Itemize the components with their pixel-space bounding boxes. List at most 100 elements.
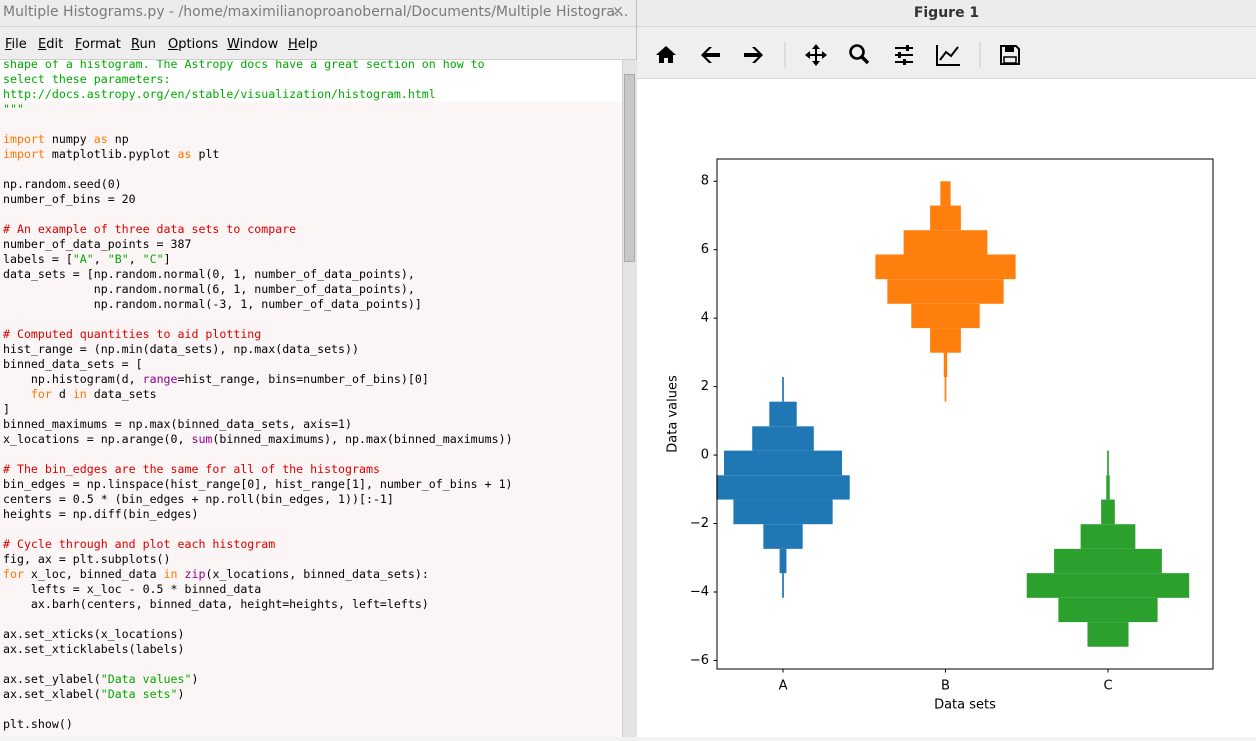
histogram-bar (1087, 622, 1129, 647)
y-tick-label: 4 (701, 311, 709, 326)
scrollbar-thumb[interactable] (624, 74, 635, 262)
code-line: import matplotlib.pyplot as plt (0, 147, 622, 162)
code-editor[interactable]: shape of a histogram. The Astropy docs h… (0, 60, 622, 737)
code-line (0, 207, 622, 222)
code-token: matplotlib.pyplot (44, 147, 178, 161)
pan-button[interactable] (805, 44, 827, 66)
code-line: ax.set_xticks(x_locations) (0, 627, 622, 642)
histogram-bar (1107, 450, 1109, 476)
menu-item[interactable]: Help (288, 37, 318, 52)
code-token: ] (3, 402, 10, 416)
code-line: ax.set_xticklabels(labels) (0, 642, 622, 657)
code-token: # Cycle through and plot each histogram (3, 537, 276, 551)
code-token: binned_maximums = np.max(binned_data_set… (3, 417, 353, 431)
code-line: # The bin_edges are the same for all of … (0, 462, 622, 477)
histogram-bar (779, 548, 787, 574)
code-line: bin_edges = np.linspace(hist_range[0], h… (0, 477, 622, 492)
window-title: Figure 1 (913, 5, 980, 21)
histogram-bar (1101, 499, 1115, 525)
editor-title-bar: Multiple Histograms.py - /home/maximilia… (0, 0, 636, 27)
chart: Data values Data sets −6 −4 −2 0 2 4 6 8 A B C (666, 158, 1214, 713)
x-tick-label: C (1103, 679, 1112, 694)
y-tick-label: −4 (690, 584, 709, 599)
y-tick-label: −6 (690, 653, 709, 668)
code-token: heights = np.diff(bin_edges) (3, 507, 199, 521)
forward-button[interactable] (744, 47, 763, 63)
code-lines: shape of a histogram. The Astropy docs h… (0, 60, 622, 732)
code-line: np.random.seed(0) (0, 177, 622, 192)
menu-item[interactable]: Run (131, 37, 156, 52)
code-token: (x_locations, binned_data_sets): (205, 567, 429, 581)
code-token: ax.set_xlabel( (3, 687, 101, 701)
toolbar-icons (656, 42, 1020, 68)
menu-item[interactable]: File (5, 37, 27, 52)
x-axis-label: Data sets (934, 698, 996, 713)
histogram-bar (1054, 548, 1162, 574)
configure-button[interactable] (895, 45, 913, 65)
code-token: "B" (107, 252, 129, 266)
histogram-bar (944, 377, 947, 402)
code-line: binned_data_sets = [ (0, 357, 622, 372)
code-token (178, 567, 185, 581)
code-line: import numpy as np (0, 132, 622, 147)
x-tick-label: A (779, 679, 788, 694)
figure-title-bar: Figure 1 (637, 0, 1256, 27)
close-button[interactable]: ✕ (612, 4, 624, 20)
code-token: select these parameters: (3, 72, 171, 86)
code-line: number_of_bins = 20 (0, 192, 622, 207)
code-token: zip (184, 567, 206, 581)
code-line: data_sets = [np.random.normal(0, 1, numb… (0, 267, 622, 282)
code-token: # Computed quantities to aid plotting (3, 327, 262, 341)
histogram-bar (733, 499, 833, 525)
code-token: "C" (142, 252, 164, 266)
code-token: in (163, 567, 178, 581)
y-tick-label: 2 (701, 379, 709, 394)
window-title: Multiple Histograms.py - /home/maximilia… (3, 4, 629, 20)
code-token: numpy (44, 132, 94, 146)
code-token: ) (191, 672, 199, 686)
code-token: ) (177, 687, 185, 701)
code-token: range (142, 372, 178, 386)
y-axis-label: Data values (666, 375, 681, 453)
home-button[interactable] (656, 46, 676, 63)
menu-item[interactable]: Window (227, 37, 279, 52)
back-button[interactable] (701, 47, 720, 63)
histogram-bar (724, 450, 843, 476)
code-line: np.histogram(d, range=hist_range, bins=n… (0, 372, 622, 387)
code-token: np (107, 132, 129, 146)
code-token: in (72, 387, 87, 401)
code-line: select these parameters: (0, 72, 622, 87)
menu-item[interactable]: Options (168, 37, 219, 52)
menu-item[interactable]: Format (75, 37, 121, 52)
code-token: x_locations = np.arange(0, (3, 432, 192, 446)
code-token: ax.barh(centers, binned_data, height=hei… (3, 597, 429, 611)
code-line (0, 312, 622, 327)
code-line: ax.set_xlabel("Data sets") (0, 687, 622, 702)
histogram-bar (763, 524, 803, 549)
code-token: as (93, 132, 108, 146)
code-token: "A" (72, 252, 94, 266)
zoom-button[interactable] (849, 44, 870, 65)
y-tick-label: 0 (701, 448, 709, 463)
code-token: fig, ax = plt.subplots() (3, 552, 171, 566)
code-token: import (3, 147, 45, 161)
code-token: sum (191, 432, 213, 446)
figure-canvas: Data values Data sets −6 −4 −2 0 2 4 6 8 A B C (637, 79, 1256, 737)
histogram-bar (1058, 597, 1158, 623)
code-token: labels = [ (3, 252, 73, 266)
code-token: bin_edges = np.linspace(hist_range[0], h… (3, 477, 513, 491)
histogram-bar (943, 352, 948, 378)
figure-toolbar (637, 27, 1256, 79)
edit-axes-button[interactable] (936, 45, 960, 66)
menu-item[interactable]: Edit (38, 37, 64, 52)
menu-bar: File Edit Format Run Options Window Help (0, 27, 636, 60)
code-line: np.random.normal(6, 1, number_of_data_po… (0, 282, 622, 297)
y-tick-label: 8 (701, 174, 709, 189)
histogram-bar (911, 303, 980, 329)
code-line (0, 612, 622, 627)
code-token: , (93, 252, 108, 266)
save-button[interactable] (1000, 45, 1020, 65)
code-token: hist_range = (np.min(data_sets), np.max(… (3, 342, 359, 356)
y-tick-label: 6 (701, 242, 709, 257)
